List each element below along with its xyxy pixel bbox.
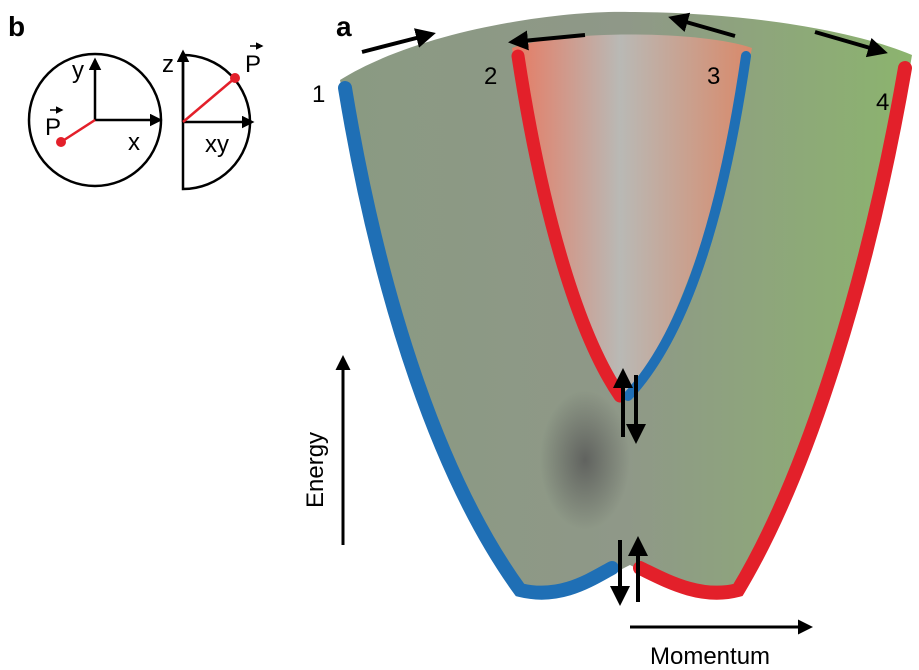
axis-label: x <box>128 129 140 156</box>
axis-label: xy <box>205 131 229 158</box>
vector-label: P <box>245 51 261 78</box>
band-label: 2 <box>484 63 497 90</box>
panel-label: a <box>336 11 352 42</box>
figure: b y x P z xy P a <box>0 0 919 670</box>
band-surface <box>340 12 912 597</box>
axis-label: y <box>72 57 84 84</box>
band-label: 3 <box>707 63 720 90</box>
circle-diagram <box>29 46 262 189</box>
band-label: 1 <box>312 81 325 108</box>
axis-label: z <box>162 51 174 78</box>
band-label: 4 <box>876 89 889 116</box>
panel-label: b <box>8 11 25 42</box>
vector-label: P <box>45 114 61 141</box>
axis-title: Momentum <box>650 643 770 670</box>
axis-title: Energy <box>302 432 329 508</box>
